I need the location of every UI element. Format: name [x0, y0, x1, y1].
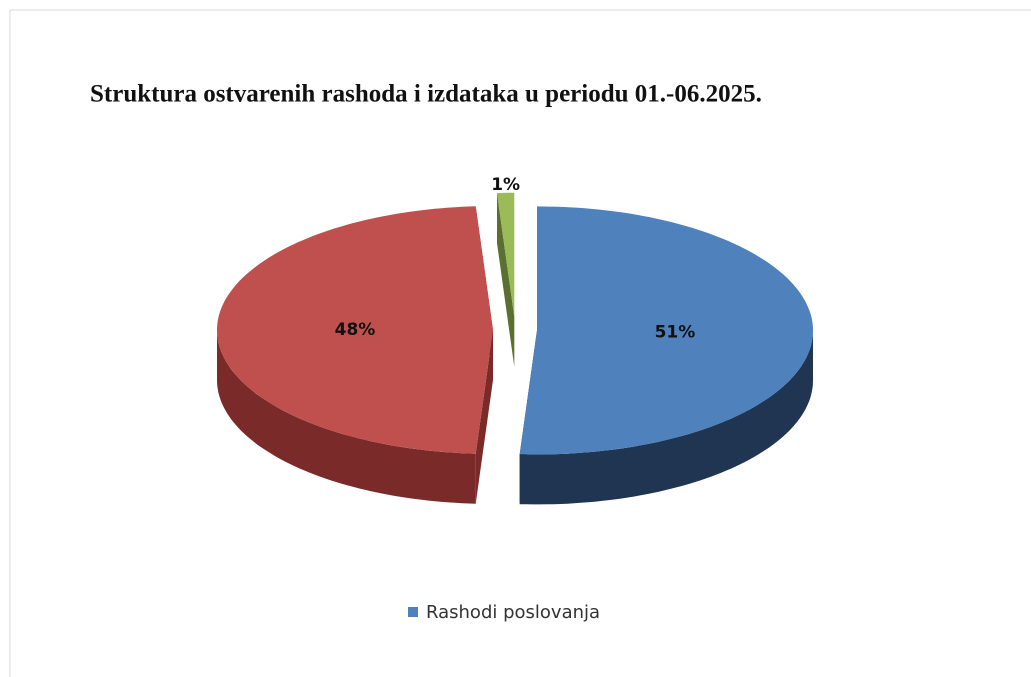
slice: [497, 192, 515, 317]
slice-side: [519, 330, 813, 505]
data-label: 48%: [335, 320, 376, 340]
slice-side: [217, 330, 476, 504]
chart-title: Struktura ostvarenih rashoda i izdataka …: [90, 81, 762, 108]
data-label: 51%: [655, 322, 696, 342]
slice: [217, 206, 493, 454]
legend-swatch: [408, 607, 418, 617]
labels: 51% 48% 1%: [335, 175, 696, 342]
legend-label: Rashodi poslovanja: [426, 602, 600, 623]
slice-wall: [497, 193, 515, 367]
slice-tops: [217, 192, 813, 455]
slice-wall: [475, 330, 493, 504]
slice: [519, 206, 813, 455]
data-label: 1%: [491, 175, 520, 195]
